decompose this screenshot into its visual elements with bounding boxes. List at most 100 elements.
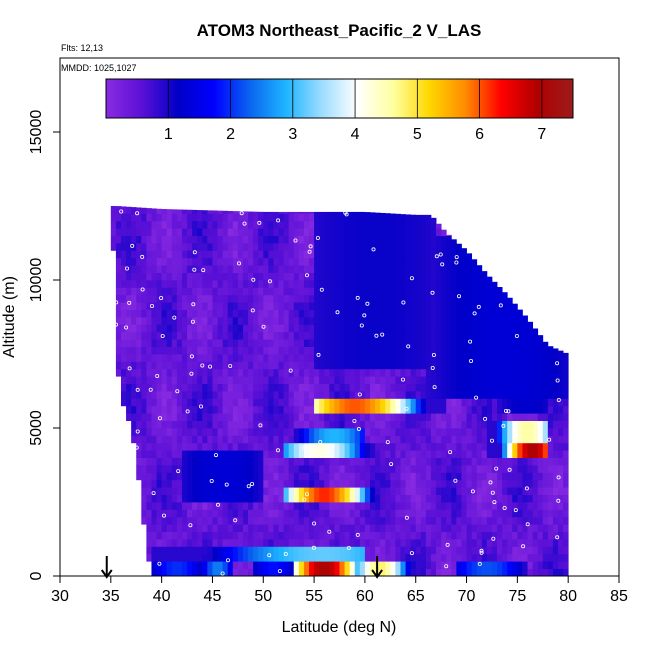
heat-cell [497, 361, 503, 370]
heat-cell [436, 435, 442, 444]
heat-cell [430, 516, 437, 525]
heat-cell [375, 435, 381, 444]
heat-cell [369, 487, 376, 495]
heat-cell [481, 383, 488, 392]
heat-cell [476, 368, 483, 377]
heat-cell [258, 213, 264, 222]
heat-cell [171, 472, 178, 481]
heat-cell [263, 361, 269, 370]
heat-cell [481, 361, 488, 370]
heat-cell [334, 502, 340, 510]
heat-cell [288, 546, 295, 555]
heat-cell [227, 287, 234, 296]
heat-cell [151, 361, 157, 370]
heat-cell [410, 391, 417, 399]
heat-cell [385, 272, 391, 281]
heat-cell [491, 531, 498, 540]
heat-cell [400, 280, 406, 288]
heat-cell [309, 405, 315, 414]
heat-cell [146, 531, 152, 540]
heat-cell [476, 354, 483, 362]
heat-cell [192, 568, 198, 577]
heat-cell [237, 287, 244, 296]
heat-cell [227, 516, 234, 525]
heat-cell [456, 457, 462, 466]
heat-cell [334, 346, 340, 355]
heat-cell [258, 368, 264, 377]
heat-cell [176, 209, 183, 214]
heat-cell [314, 405, 320, 414]
heat-cell [212, 220, 218, 229]
heat-cell [187, 324, 193, 333]
heat-cell [349, 265, 356, 273]
heat-cell [324, 442, 330, 451]
heat-cell [400, 383, 406, 392]
heat-cell [242, 502, 249, 510]
heat-cell [522, 487, 528, 495]
heat-cell [278, 524, 284, 532]
heat-cell [176, 391, 183, 399]
sample-point [189, 354, 194, 359]
heat-cell [263, 250, 269, 259]
heat-cell [156, 516, 163, 525]
heat-cell [517, 368, 523, 377]
heat-cell [258, 465, 264, 473]
heat-cell [202, 546, 208, 555]
heat-cell [176, 457, 183, 466]
heat-cell [461, 339, 467, 347]
heat-cell [207, 391, 213, 399]
heat-cell [232, 376, 239, 384]
heat-cell [436, 235, 442, 244]
heat-cell [527, 442, 534, 451]
heat-cell [517, 339, 523, 347]
heat-cell [456, 294, 462, 303]
heat-cell [517, 502, 523, 510]
heat-cell [181, 346, 188, 355]
heat-cell [359, 211, 366, 214]
heat-cell [146, 339, 152, 347]
heat-cell [471, 479, 478, 488]
heat-cell [232, 220, 239, 229]
heat-cell [446, 383, 452, 392]
heat-cell [441, 531, 447, 540]
heat-cell [151, 494, 157, 503]
heat-cell [354, 361, 361, 370]
heat-cell [558, 383, 564, 392]
heat-cell [425, 465, 432, 473]
heat-cell [385, 561, 391, 569]
heat-cell [176, 346, 183, 355]
heat-cell [278, 405, 284, 414]
heat-cell [273, 317, 279, 325]
heat-cell [293, 213, 300, 222]
heat-cell [400, 502, 406, 510]
sample-point [135, 211, 140, 216]
heat-cell [527, 398, 534, 407]
heat-cell [126, 383, 132, 392]
heat-cell [197, 383, 203, 392]
heat-cell [176, 546, 183, 555]
heat-cell [558, 361, 564, 370]
heat-cell [161, 539, 168, 547]
heat-cell [227, 339, 234, 347]
heat-cell [131, 272, 137, 281]
heat-cell [263, 317, 269, 325]
heat-cell [395, 346, 401, 355]
heat-cell [242, 420, 249, 429]
heat-cell [380, 450, 386, 458]
heat-cell [126, 354, 132, 362]
heat-cell [410, 479, 417, 488]
heat-cell [227, 309, 234, 318]
heat-cell [522, 324, 528, 333]
sample-point [489, 438, 494, 443]
heat-cell [212, 524, 218, 532]
heat-cell [303, 442, 310, 451]
heat-cell [156, 302, 163, 310]
heat-cell [339, 287, 345, 296]
heat-cell [415, 450, 422, 458]
heat-cell [222, 435, 229, 444]
heat-cell [349, 428, 356, 436]
heat-cell [141, 398, 147, 407]
heat-cell [212, 509, 218, 518]
heat-cell [151, 228, 157, 236]
heat-cell [263, 524, 269, 532]
